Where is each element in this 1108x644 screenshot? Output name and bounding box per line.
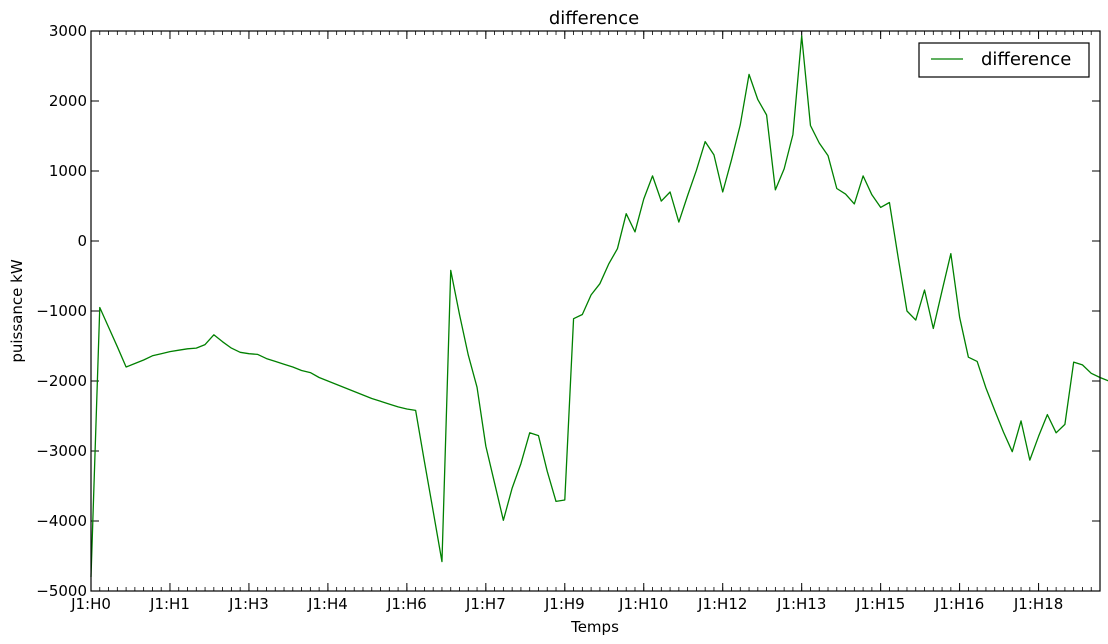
x-tick-label: J1:H16: [934, 595, 984, 613]
x-tick-label: J1:H3: [228, 595, 269, 613]
y-axis-title: puissance kW: [8, 259, 26, 362]
x-tick-label: J1:H10: [618, 595, 668, 613]
x-tick-label: J1:H7: [465, 595, 506, 613]
y-tick-label: 0: [77, 232, 87, 250]
x-tick-label: J1:H0: [70, 595, 111, 613]
y-tick-label: 2000: [49, 92, 87, 110]
legend: difference: [918, 42, 1090, 78]
x-tick-label: J1:H13: [776, 595, 826, 613]
y-tick-label: 3000: [49, 22, 87, 40]
x-tick-label: J1:H6: [386, 595, 427, 613]
y-tick-label: −5000: [36, 582, 87, 600]
y-tick-label: −2000: [36, 372, 87, 390]
x-tick-label: J1:H1: [149, 595, 190, 613]
x-tick-label: J1:H18: [1013, 595, 1063, 613]
x-axis-title: Temps: [570, 618, 619, 636]
legend-label-difference: difference: [981, 49, 1071, 70]
y-tick-label: −1000: [36, 302, 87, 320]
plot-area: −5000 −4000 −3000 −2000 −1000 0 1000 2000 3000 J1…: [36, 22, 1108, 613]
chart-title: difference: [549, 8, 639, 29]
x-tick-label: J1:H4: [307, 595, 348, 613]
x-tick-label: J1:H15: [855, 595, 905, 613]
y-tick-label: 1000: [49, 162, 87, 180]
series-line-difference: [90, 35, 1108, 578]
x-tick-label: J1:H12: [697, 595, 747, 613]
x-tick-label: J1:H9: [544, 595, 585, 613]
y-tick-label: −3000: [36, 442, 87, 460]
plot-frame: [90, 30, 1101, 592]
y-tick-label: −4000: [36, 512, 87, 530]
legend-box: [918, 42, 1090, 78]
